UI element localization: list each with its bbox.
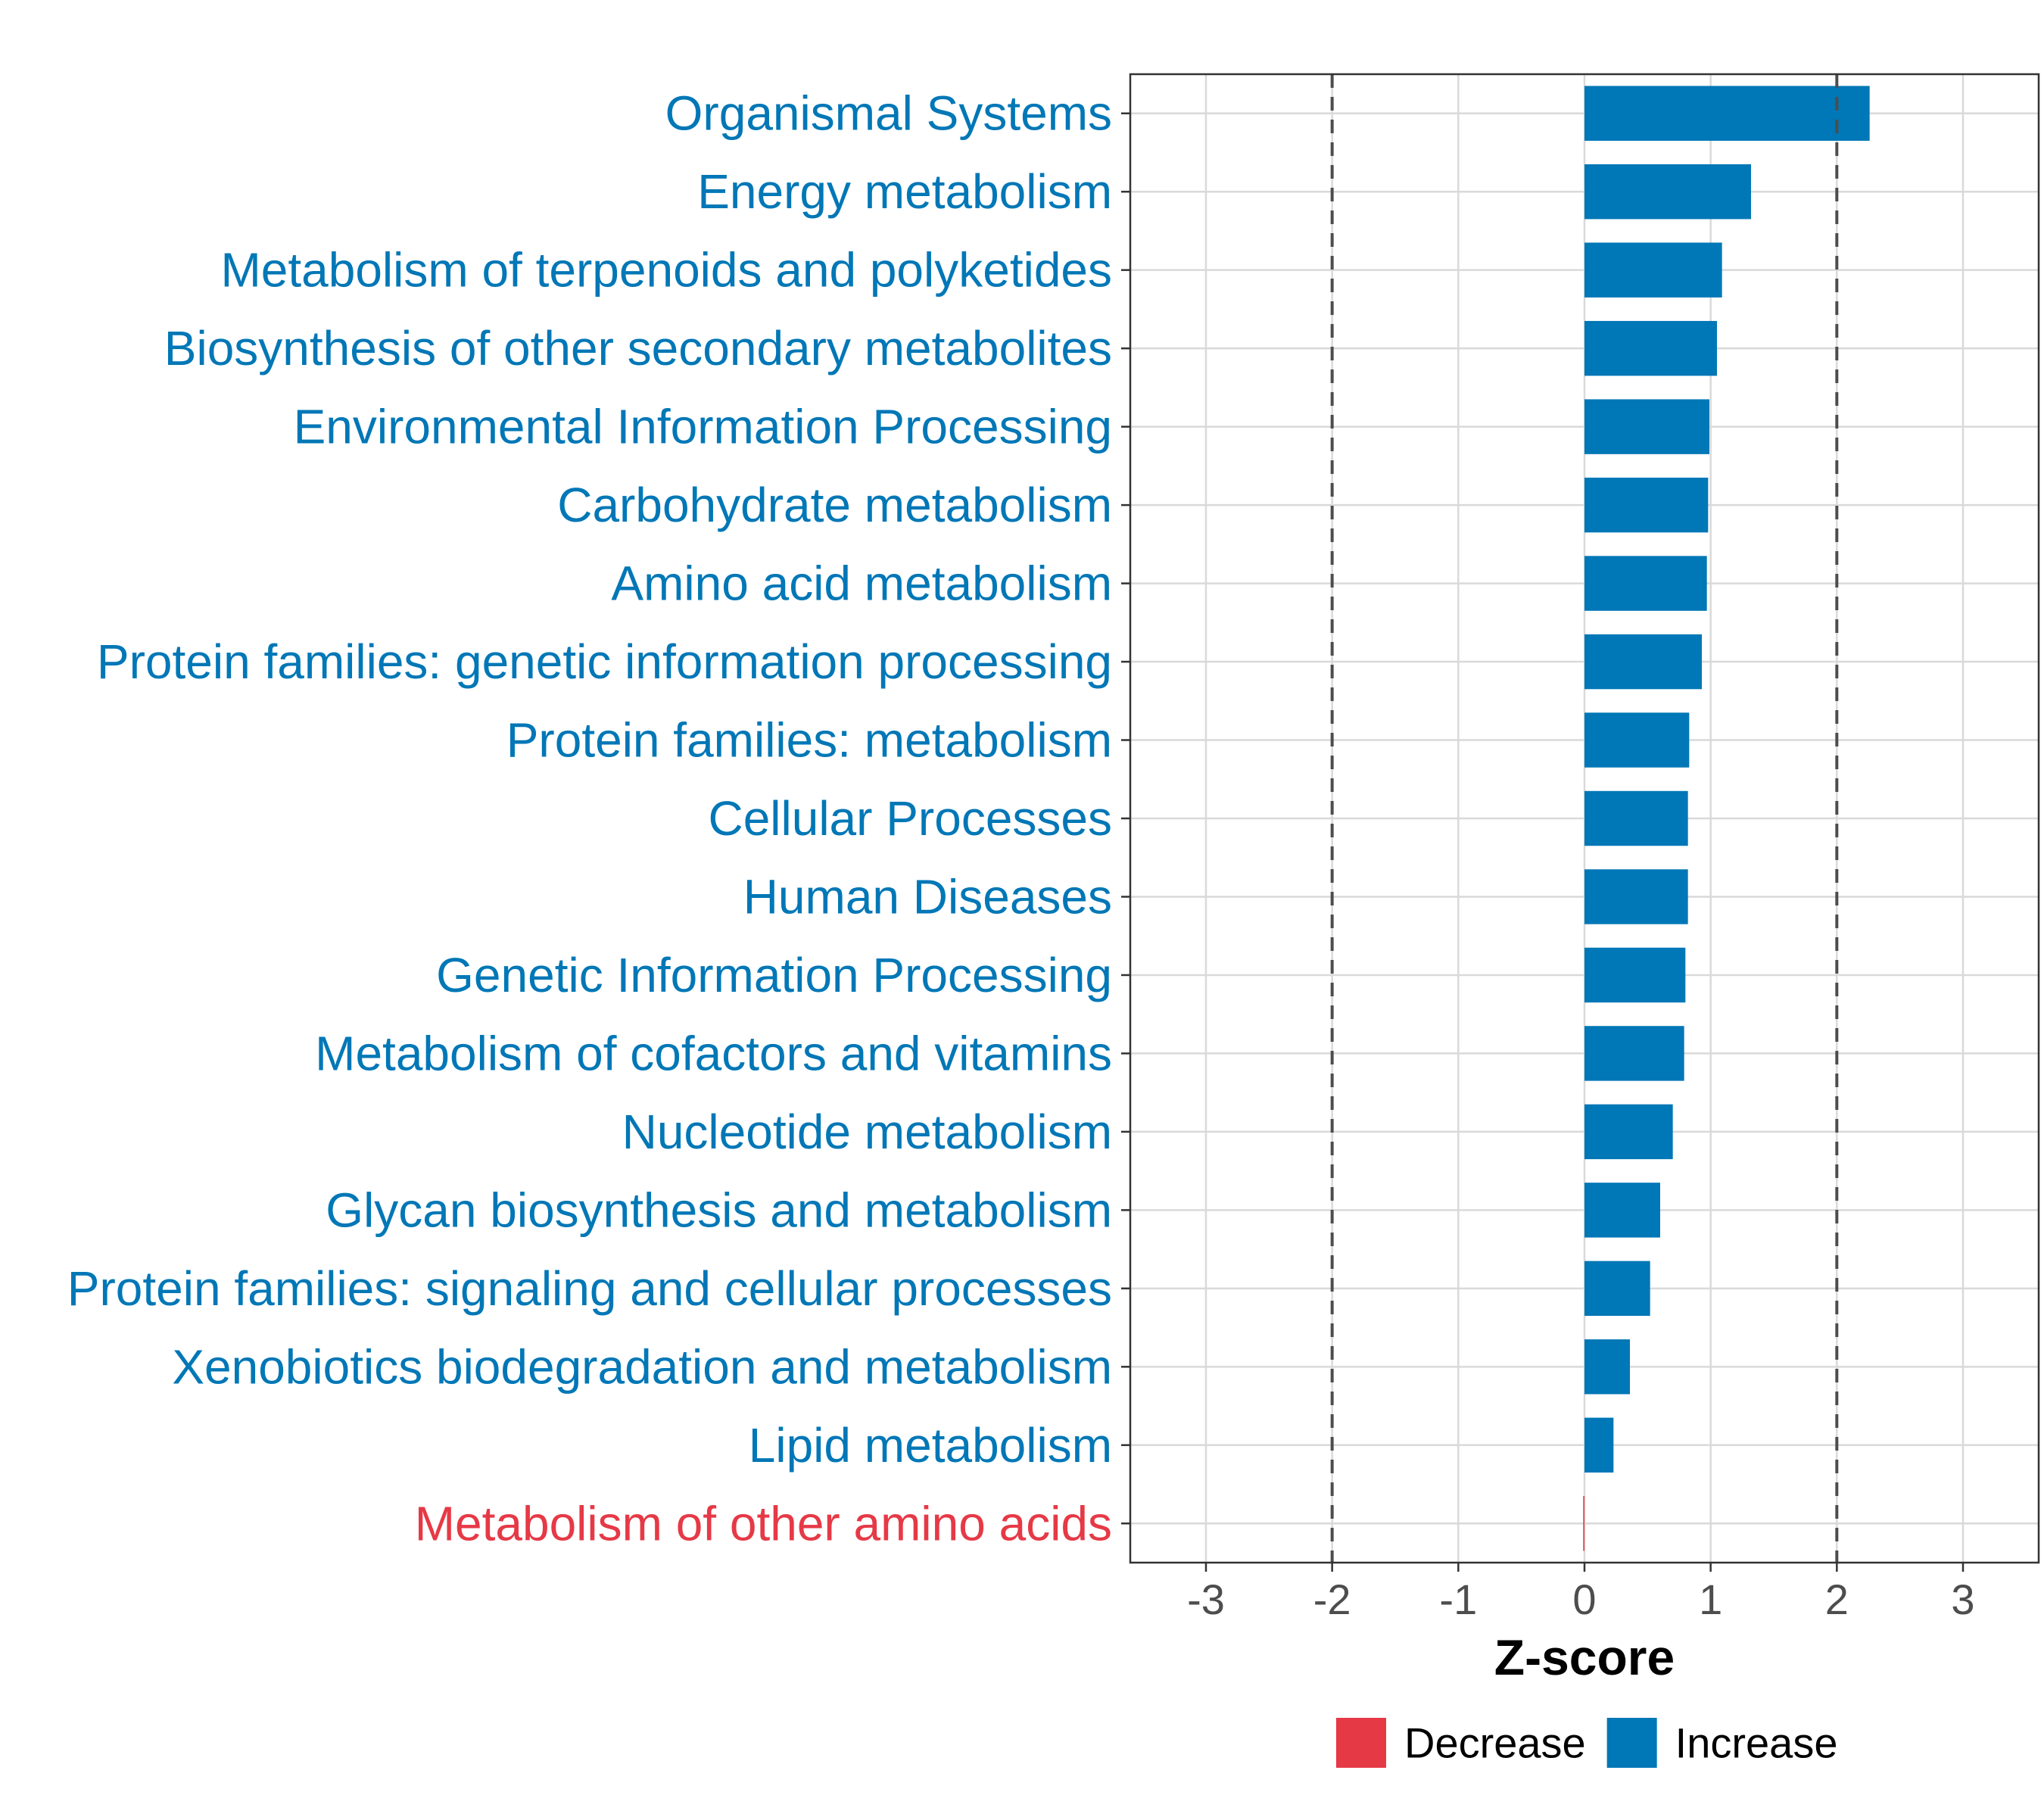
- category-label: Protein families: metabolism: [506, 713, 1112, 768]
- category-label: Metabolism of other amino acids: [415, 1496, 1112, 1551]
- bar: [1584, 164, 1751, 220]
- legend-swatch: [1606, 1718, 1657, 1768]
- y-axis-ticks: [1121, 112, 1130, 1525]
- x-tick-label: -3: [1187, 1575, 1225, 1623]
- category-label: Nucleotide metabolism: [622, 1105, 1112, 1159]
- bars: [1583, 86, 1870, 1551]
- bar: [1584, 1261, 1650, 1317]
- bar: [1584, 399, 1709, 454]
- bar: [1584, 947, 1686, 1003]
- bar: [1584, 1026, 1684, 1081]
- bar: [1584, 634, 1702, 690]
- x-axis-title: Z-score: [1494, 1629, 1675, 1685]
- category-label: Protein families: genetic information pr…: [97, 634, 1112, 689]
- category-label: Lipid metabolism: [749, 1418, 1112, 1473]
- category-label: Environmental Information Processing: [294, 400, 1112, 454]
- category-label: Xenobiotics biodegradation and metabolis…: [172, 1339, 1112, 1394]
- category-labels: Organismal Systems Energy metabolism Metab…: [67, 86, 1112, 1551]
- bar: [1584, 712, 1690, 768]
- bar: [1584, 790, 1688, 846]
- category-label: Metabolism of cofactors and vitamins: [315, 1026, 1112, 1080]
- x-tick-label: 0: [1572, 1575, 1596, 1623]
- bar: [1584, 477, 1709, 533]
- legend-label: Decrease: [1404, 1719, 1586, 1767]
- category-label: Glycan biosynthesis and metabolism: [326, 1183, 1112, 1237]
- x-axis-ticks: -3 -2 -1 0 1 2 3: [1187, 1563, 1975, 1623]
- category-label: Organismal Systems: [665, 86, 1112, 141]
- bar: [1584, 86, 1870, 141]
- x-tick-label: -1: [1439, 1575, 1477, 1623]
- bar: [1584, 869, 1688, 924]
- category-label: Metabolism of terpenoids and polyketides: [220, 243, 1112, 298]
- category-label: Carbohydrate metabolism: [557, 478, 1112, 532]
- category-label: Human Diseases: [743, 869, 1112, 924]
- x-tick-label: 3: [1951, 1575, 1974, 1623]
- category-label: Cellular Processes: [708, 791, 1112, 846]
- bar: [1584, 1339, 1630, 1395]
- x-tick-label: 2: [1825, 1575, 1849, 1623]
- x-tick-label: -2: [1313, 1575, 1351, 1623]
- category-label: Energy metabolism: [697, 164, 1112, 219]
- category-label: Amino acid metabolism: [611, 556, 1112, 611]
- bar: [1584, 1417, 1614, 1473]
- bar: [1584, 556, 1707, 611]
- bar: [1584, 242, 1722, 298]
- bar: [1584, 1183, 1660, 1238]
- category-label: Genetic Information Processing: [436, 948, 1112, 1002]
- category-label: Protein families: signaling and cellular…: [67, 1261, 1112, 1316]
- bar: [1584, 320, 1717, 376]
- bar: [1583, 1496, 1584, 1551]
- legend: Decrease Increase: [1336, 1718, 1837, 1768]
- legend-swatch: [1336, 1718, 1386, 1768]
- bar: [1584, 1104, 1673, 1160]
- legend-label: Increase: [1675, 1719, 1838, 1767]
- category-label: Biosynthesis of other secondary metaboli…: [164, 321, 1112, 376]
- x-tick-label: 1: [1699, 1575, 1722, 1623]
